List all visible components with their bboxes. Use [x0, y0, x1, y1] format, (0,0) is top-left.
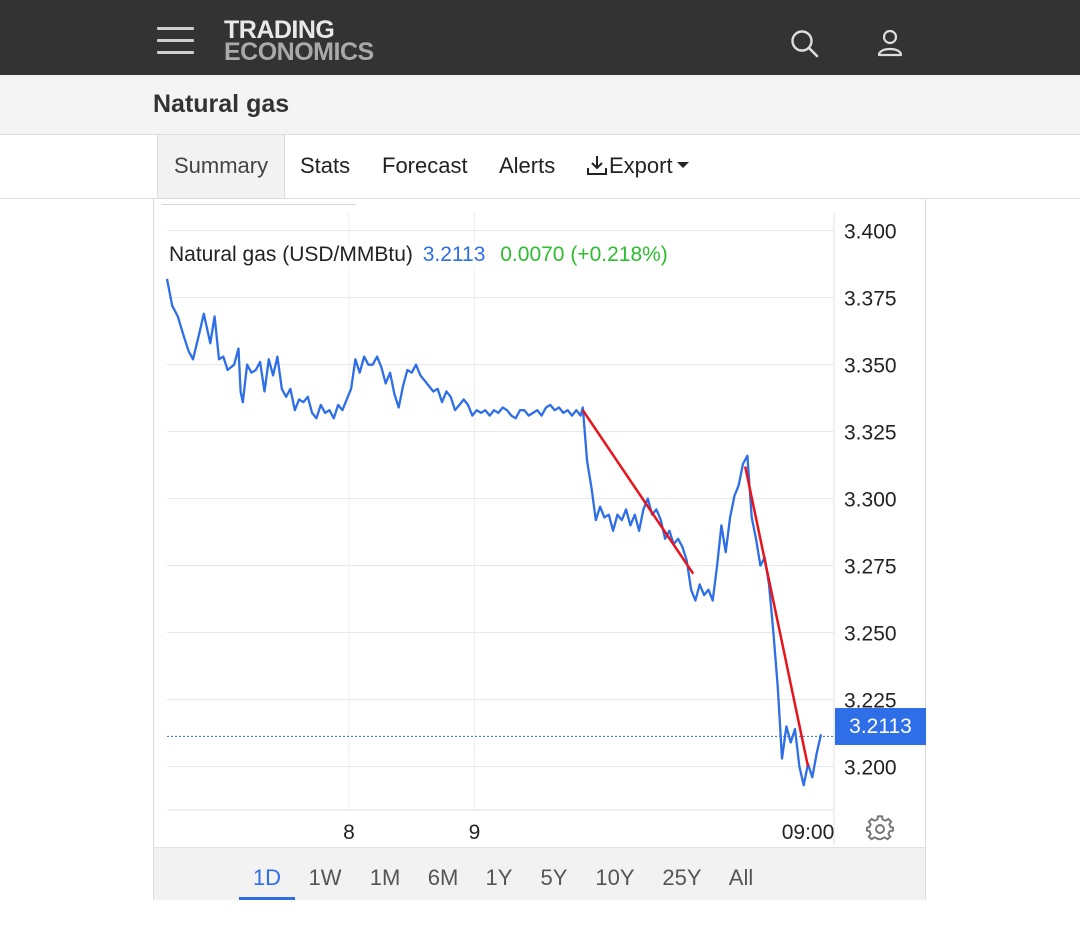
tab-alerts[interactable]: Alerts — [499, 153, 556, 178]
y-tick-label: 3.375 — [844, 288, 897, 311]
top-navbar: TRADING ECONOMICS — [0, 0, 1080, 75]
caret-down-icon — [676, 162, 689, 168]
range-5y[interactable]: 5Y — [540, 865, 568, 890]
legend-change: 0.0070 (+0.218%) — [500, 243, 668, 266]
range-1w[interactable]: 1W — [308, 865, 342, 890]
x-tick-label: 09:00 — [782, 821, 835, 844]
y-axis-labels: 3.400 3.375 3.350 3.325 3.300 3.275 3.250 3.225… — [844, 221, 897, 780]
range-6m[interactable]: 6M — [427, 865, 459, 890]
y-tick-label: 3.400 — [844, 221, 897, 244]
menu-icon[interactable] — [157, 27, 194, 55]
tab-export[interactable]: Export — [585, 135, 690, 198]
range-selector: 1D 1W 1M 6M 1Y 5Y 10Y 25Y All — [154, 847, 925, 900]
trendline — [743, 466, 810, 767]
page-title: Natural gas — [153, 90, 290, 118]
last-price-tag: 3.2113 — [835, 708, 926, 745]
chart-grid — [167, 213, 835, 845]
range-10y[interactable]: 10Y — [595, 865, 635, 890]
title-bar: Natural gas — [0, 75, 1080, 135]
trendline — [581, 409, 695, 575]
y-tick-label: 3.250 — [844, 623, 897, 646]
trendlines — [581, 409, 810, 767]
tab-summary[interactable]: Summary — [157, 135, 286, 198]
x-axis-labels: 8 9 09:00 — [343, 821, 834, 844]
y-tick-label: 3.200 — [844, 757, 897, 780]
tab-bar: Summary Stats Forecast Alerts Export — [0, 135, 1080, 199]
price-series-line — [165, 278, 823, 787]
legend-value: 3.2113 — [422, 243, 486, 266]
y-tick-label: 3.275 — [844, 556, 897, 579]
tab-forecast[interactable]: Forecast — [382, 153, 468, 178]
search-icon[interactable] — [789, 28, 821, 60]
range-all[interactable]: All — [728, 865, 754, 890]
y-tick-label: 3.225 — [844, 690, 897, 713]
x-tick-label: 8 — [343, 821, 355, 844]
tab-stats[interactable]: Stats — [300, 153, 351, 178]
y-tick-label: 3.350 — [844, 355, 897, 378]
gear-icon[interactable] — [866, 815, 894, 843]
x-tick-label: 9 — [469, 821, 481, 844]
logo-line-1: TRADING — [224, 16, 335, 44]
user-icon[interactable] — [874, 28, 906, 60]
logo-line-2: ECONOMICS — [224, 38, 374, 66]
range-1d[interactable]: 1D — [239, 848, 295, 900]
download-icon — [587, 156, 607, 175]
y-tick-label: 3.325 — [844, 422, 897, 445]
range-1m[interactable]: 1M — [369, 865, 401, 890]
range-1y[interactable]: 1Y — [485, 865, 513, 890]
tab-export-label: Export — [609, 153, 673, 178]
legend-series-name: Natural gas (USD/MMBtu) — [169, 243, 413, 266]
logo[interactable]: TRADING ECONOMICS — [224, 16, 374, 66]
range-25y[interactable]: 25Y — [662, 865, 702, 890]
chart-divider — [162, 204, 356, 205]
chart-legend: Natural gas (USD/MMBtu) 3.2113 0.0070 (+… — [166, 243, 671, 267]
y-tick-label: 3.300 — [844, 489, 897, 512]
